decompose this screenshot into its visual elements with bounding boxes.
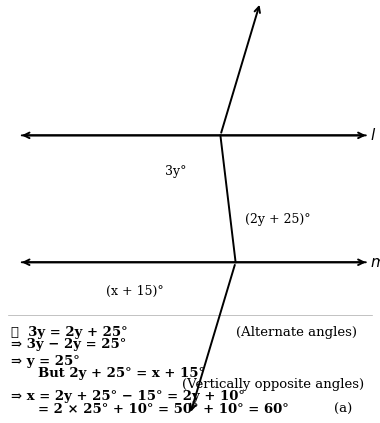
Text: ⇒ x = 2y + 25° − 15° = 2y + 10°: ⇒ x = 2y + 25° − 15° = 2y + 10° bbox=[11, 390, 245, 403]
Text: m: m bbox=[370, 255, 380, 270]
Text: (Alternate angles): (Alternate angles) bbox=[236, 326, 356, 338]
Text: (x + 15)°: (x + 15)° bbox=[106, 286, 164, 298]
Text: (Vertically opposite angles): (Vertically opposite angles) bbox=[182, 379, 364, 391]
Text: ⇒ 3y − 2y = 25°: ⇒ 3y − 2y = 25° bbox=[11, 338, 127, 351]
Text: 3y°: 3y° bbox=[165, 165, 187, 178]
Text: = 2 × 25° + 10° = 50° + 10° = 60°: = 2 × 25° + 10° = 50° + 10° = 60° bbox=[38, 403, 289, 415]
Text: But 2y + 25° = x + 15°: But 2y + 25° = x + 15° bbox=[38, 367, 205, 379]
Text: (a): (a) bbox=[334, 403, 353, 415]
Text: ⇒ y = 25°: ⇒ y = 25° bbox=[11, 355, 80, 368]
Text: l: l bbox=[370, 128, 375, 143]
Text: (2y + 25)°: (2y + 25)° bbox=[245, 214, 311, 226]
Text: ∴  3y = 2y + 25°: ∴ 3y = 2y + 25° bbox=[11, 326, 128, 338]
